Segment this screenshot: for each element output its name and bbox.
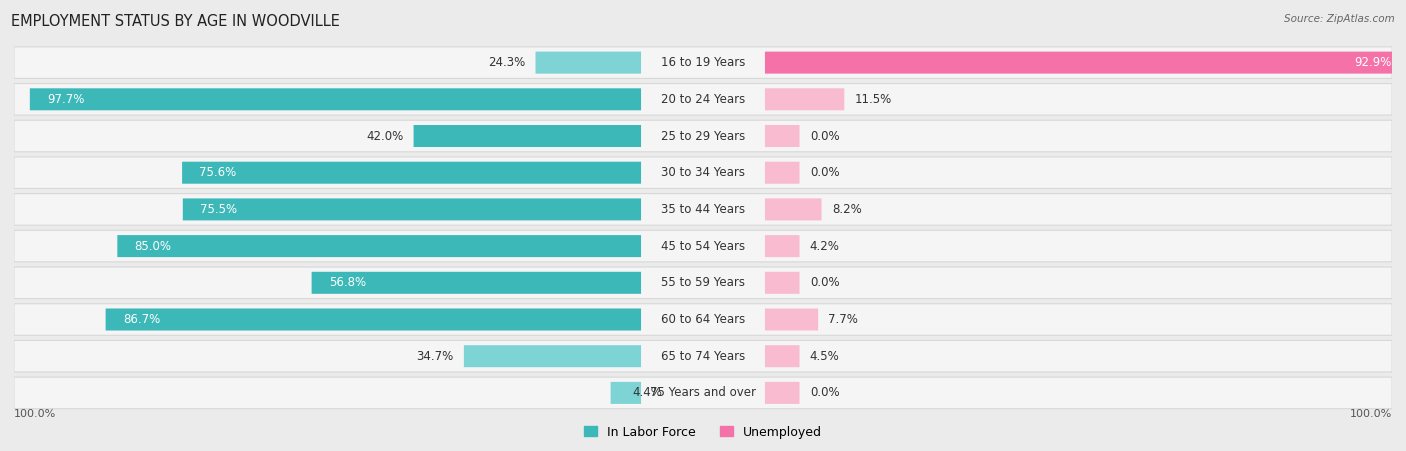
Text: 25 to 29 Years: 25 to 29 Years	[661, 129, 745, 143]
Text: 34.7%: 34.7%	[416, 350, 454, 363]
Text: 7.7%: 7.7%	[828, 313, 858, 326]
FancyBboxPatch shape	[765, 345, 800, 367]
FancyBboxPatch shape	[14, 83, 1392, 115]
Text: 86.7%: 86.7%	[122, 313, 160, 326]
Text: 20 to 24 Years: 20 to 24 Years	[661, 93, 745, 106]
FancyBboxPatch shape	[536, 51, 641, 74]
FancyBboxPatch shape	[464, 345, 641, 367]
Text: 75.6%: 75.6%	[200, 166, 236, 179]
Text: 75.5%: 75.5%	[200, 203, 238, 216]
FancyBboxPatch shape	[117, 235, 641, 257]
Text: 65 to 74 Years: 65 to 74 Years	[661, 350, 745, 363]
FancyBboxPatch shape	[14, 120, 1392, 152]
Text: Source: ZipAtlas.com: Source: ZipAtlas.com	[1284, 14, 1395, 23]
Text: 75 Years and over: 75 Years and over	[650, 387, 756, 400]
Text: 97.7%: 97.7%	[48, 93, 84, 106]
Text: 35 to 44 Years: 35 to 44 Years	[661, 203, 745, 216]
FancyBboxPatch shape	[765, 162, 800, 184]
FancyBboxPatch shape	[30, 88, 641, 110]
FancyBboxPatch shape	[183, 162, 641, 184]
FancyBboxPatch shape	[765, 88, 844, 110]
Text: 16 to 19 Years: 16 to 19 Years	[661, 56, 745, 69]
Text: 4.2%: 4.2%	[810, 239, 839, 253]
Text: 92.9%: 92.9%	[1354, 56, 1392, 69]
FancyBboxPatch shape	[14, 377, 1392, 409]
Text: 30 to 34 Years: 30 to 34 Years	[661, 166, 745, 179]
FancyBboxPatch shape	[610, 382, 641, 404]
Text: 0.0%: 0.0%	[810, 166, 839, 179]
Text: 45 to 54 Years: 45 to 54 Years	[661, 239, 745, 253]
Text: 55 to 59 Years: 55 to 59 Years	[661, 276, 745, 289]
FancyBboxPatch shape	[765, 198, 821, 221]
FancyBboxPatch shape	[14, 157, 1392, 189]
Text: 0.0%: 0.0%	[810, 129, 839, 143]
FancyBboxPatch shape	[14, 304, 1392, 335]
Legend: In Labor Force, Unemployed: In Labor Force, Unemployed	[583, 426, 823, 439]
Text: 60 to 64 Years: 60 to 64 Years	[661, 313, 745, 326]
FancyBboxPatch shape	[14, 230, 1392, 262]
Text: 42.0%: 42.0%	[366, 129, 404, 143]
FancyBboxPatch shape	[312, 272, 641, 294]
FancyBboxPatch shape	[413, 125, 641, 147]
FancyBboxPatch shape	[14, 47, 1392, 78]
Text: 85.0%: 85.0%	[135, 239, 172, 253]
Text: 100.0%: 100.0%	[1350, 409, 1392, 419]
FancyBboxPatch shape	[765, 235, 800, 257]
Text: 100.0%: 100.0%	[14, 409, 56, 419]
FancyBboxPatch shape	[765, 51, 1405, 74]
FancyBboxPatch shape	[14, 267, 1392, 299]
FancyBboxPatch shape	[105, 308, 641, 331]
FancyBboxPatch shape	[183, 198, 641, 221]
Text: 0.0%: 0.0%	[810, 276, 839, 289]
FancyBboxPatch shape	[765, 125, 800, 147]
Text: 11.5%: 11.5%	[855, 93, 891, 106]
Text: 4.5%: 4.5%	[810, 350, 839, 363]
Text: 8.2%: 8.2%	[832, 203, 862, 216]
Text: 24.3%: 24.3%	[488, 56, 526, 69]
FancyBboxPatch shape	[765, 272, 800, 294]
Text: 56.8%: 56.8%	[329, 276, 366, 289]
Text: EMPLOYMENT STATUS BY AGE IN WOODVILLE: EMPLOYMENT STATUS BY AGE IN WOODVILLE	[11, 14, 340, 28]
Text: 4.4%: 4.4%	[633, 387, 662, 400]
FancyBboxPatch shape	[765, 382, 800, 404]
FancyBboxPatch shape	[14, 341, 1392, 372]
Text: 0.0%: 0.0%	[810, 387, 839, 400]
FancyBboxPatch shape	[14, 193, 1392, 225]
FancyBboxPatch shape	[765, 308, 818, 331]
